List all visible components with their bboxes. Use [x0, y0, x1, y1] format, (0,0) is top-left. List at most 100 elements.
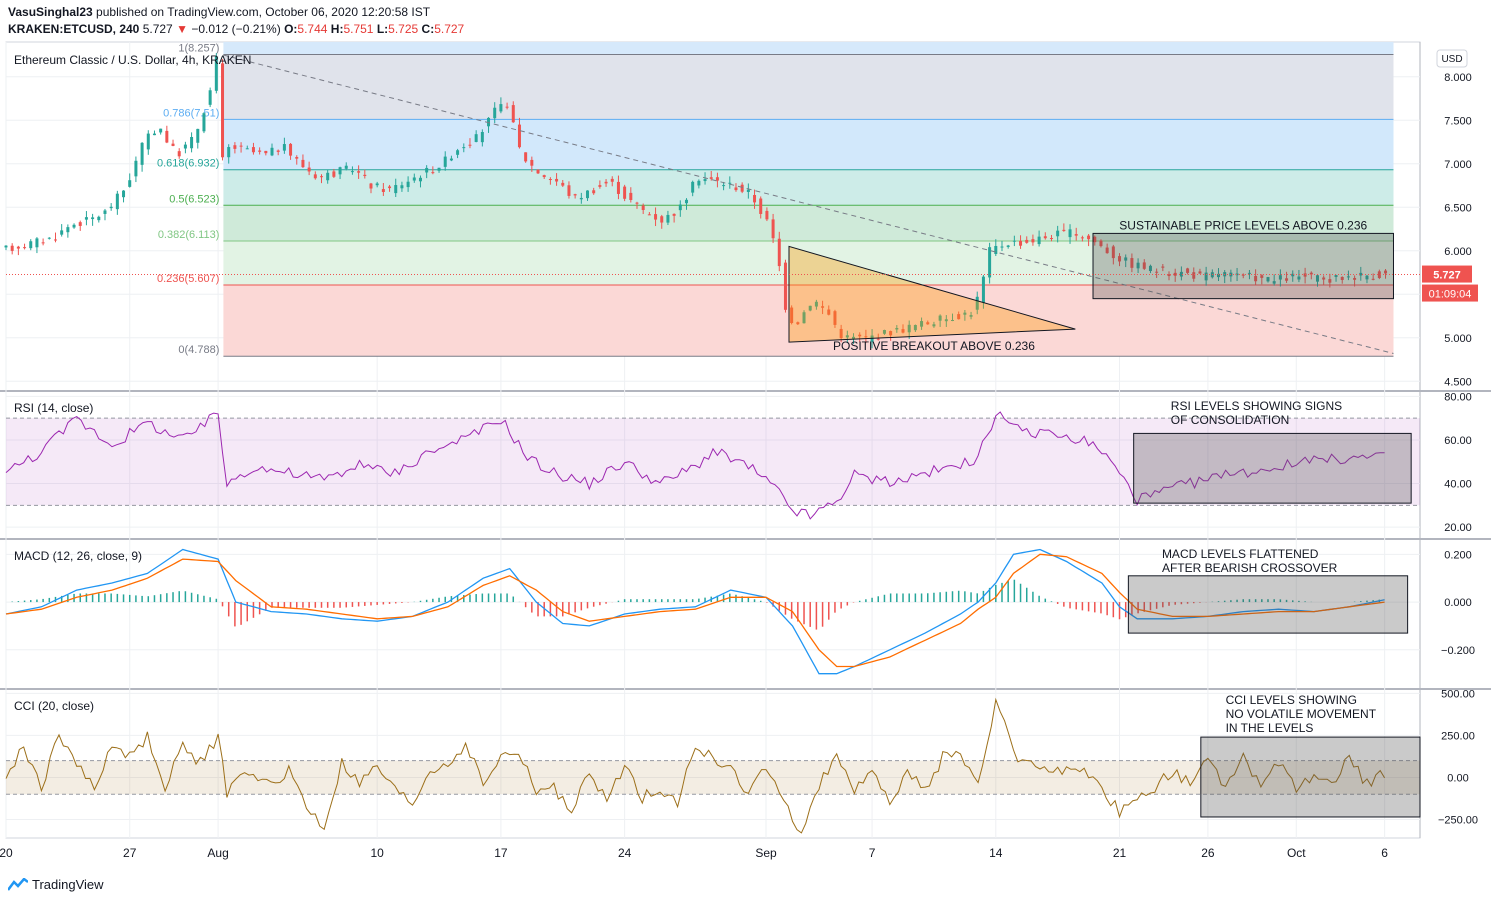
candle-body: [790, 307, 794, 324]
candle-body: [1346, 276, 1350, 278]
candle-body: [1291, 273, 1295, 277]
candle-body: [728, 182, 732, 184]
fib-region: [223, 119, 1394, 170]
fib-label: 1(8.257): [178, 42, 219, 54]
rsi-annotation: RSI LEVELS SHOWING SIGNS: [1171, 399, 1342, 413]
y-tick-label: −250.00: [1438, 815, 1478, 827]
y-tick-label: −0.200: [1441, 645, 1475, 657]
candle-body: [41, 242, 45, 244]
candle-body: [833, 311, 837, 325]
candle-body: [221, 63, 225, 158]
candle-body: [301, 159, 305, 168]
candle-body: [1241, 274, 1245, 276]
candle-body: [258, 150, 262, 152]
candle-body: [1012, 240, 1016, 242]
candle-body: [344, 165, 348, 169]
candle-body: [511, 105, 515, 123]
candle-body: [443, 156, 447, 167]
candle-body: [363, 174, 367, 177]
y-tick-label: 0.000: [1444, 597, 1472, 609]
candle-body: [616, 181, 620, 194]
price-chart-title: Ethereum Classic / U.S. Dollar, 4h, KRAK…: [14, 53, 251, 67]
publisher-name[interactable]: VasuSinghal23: [8, 5, 93, 19]
candle-body: [326, 172, 330, 181]
candle-body: [1278, 275, 1282, 280]
candle-body: [388, 186, 392, 189]
candle-body: [882, 330, 886, 334]
last-price: 5.727: [142, 22, 173, 36]
candle-body: [350, 171, 354, 173]
candle-body: [1148, 265, 1152, 272]
candle-body: [1019, 240, 1023, 246]
candle-body: [109, 206, 113, 209]
candle-body: [480, 131, 484, 143]
candle-body: [827, 309, 831, 315]
candle-body: [16, 246, 20, 249]
candle-body: [128, 180, 132, 187]
candle-body: [598, 185, 602, 187]
candle-body: [623, 186, 627, 199]
candle-body: [1161, 266, 1165, 268]
candle-body: [1260, 275, 1264, 278]
candle-body: [746, 189, 750, 192]
cci-annotation: NO VOLATILE MOVEMENT: [1226, 707, 1377, 721]
candle-body: [1099, 240, 1103, 247]
currency-button[interactable]: [1436, 49, 1468, 68]
candle-body: [134, 160, 138, 177]
candle-body: [264, 150, 268, 154]
triangle-pattern: [788, 245, 1076, 343]
candle-body: [579, 197, 583, 200]
candle-body: [412, 177, 416, 181]
fib-top-region: [223, 42, 1394, 55]
candle-body: [1062, 229, 1066, 231]
low-value: 5.725: [388, 22, 419, 36]
candle-body: [722, 185, 726, 187]
candle-body: [944, 319, 948, 322]
fib-label: 0.236(5.607): [157, 273, 219, 285]
macd-consolidation-box: [1127, 575, 1409, 634]
fib-label: 0(4.788): [178, 344, 219, 356]
x-tick-label: 21: [1113, 846, 1127, 860]
consolidation-box: [1092, 232, 1394, 300]
candle-body: [1074, 234, 1078, 236]
countdown-label: 01:09:04: [1429, 289, 1472, 301]
candle-body: [938, 315, 942, 321]
candle-body: [1266, 277, 1270, 282]
candle-body: [1328, 279, 1332, 283]
candle-body: [1056, 230, 1060, 237]
candle-body: [641, 205, 645, 210]
candle-body: [227, 147, 231, 158]
candle-body: [1254, 275, 1258, 282]
x-tick-label: 14: [989, 846, 1003, 860]
candle-body: [1315, 275, 1319, 282]
y-tick-label: 250.00: [1441, 730, 1475, 742]
candle-body: [796, 322, 800, 325]
tradingview-brand[interactable]: TradingView: [32, 877, 104, 892]
candle-body: [920, 321, 924, 327]
y-tick-label: 7.500: [1444, 115, 1472, 127]
candle-body: [771, 219, 775, 239]
candle-body: [969, 315, 973, 317]
candle-body: [1353, 277, 1357, 280]
symbol-name[interactable]: KRAKEN:ETCUSD, 240: [8, 22, 140, 36]
candle-body: [418, 177, 422, 182]
candle-body: [1111, 246, 1115, 259]
candle-body: [697, 180, 701, 186]
candle-body: [740, 184, 744, 192]
candle-body: [84, 217, 88, 220]
candle-body: [165, 130, 169, 143]
candle-body: [1235, 273, 1239, 276]
candle-body: [1025, 239, 1029, 243]
y-tick-label: 5.000: [1444, 333, 1472, 345]
candle-body: [592, 190, 596, 194]
symbol-info: KRAKEN:ETCUSD, 240 5.727 ▼ −0.012 (−0.21…: [8, 22, 464, 36]
fib-region: [223, 169, 1394, 206]
candle-body: [60, 230, 64, 235]
candle-body: [765, 210, 769, 220]
down-arrow-icon: ▼: [176, 22, 188, 36]
cci-annotation: CCI LEVELS SHOWING: [1226, 693, 1357, 707]
candle-body: [239, 145, 243, 147]
trend-line: [223, 54, 1394, 354]
candle-body: [1155, 271, 1159, 273]
